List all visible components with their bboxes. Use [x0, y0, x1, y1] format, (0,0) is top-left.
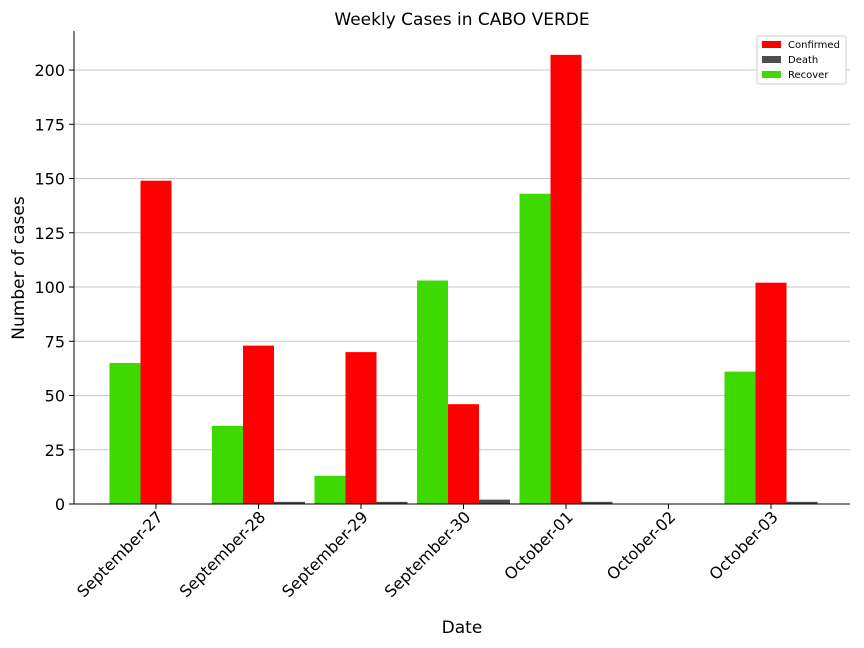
bar-confirmed — [243, 345, 274, 504]
x-axis-title: Date — [442, 618, 483, 638]
x-tick-label: October-02 — [603, 507, 679, 583]
bar-confirmed — [345, 352, 377, 504]
y-tick-label: 125 — [34, 224, 65, 243]
grid-lines — [74, 69, 850, 451]
bars — [109, 54, 818, 505]
x-ticks: September-27 September-28 September-29 Sept… — [73, 504, 782, 601]
legend-label-death: Death — [788, 55, 818, 66]
bar-recover — [109, 362, 141, 504]
legend-swatch-recover — [762, 71, 781, 78]
bar-death — [479, 499, 510, 504]
bar-death — [786, 501, 818, 504]
y-ticks: 0 25 50 75 100 125 150 175 200 — [34, 61, 74, 514]
x-tick-label: October-01 — [500, 507, 576, 583]
y-tick-label: 100 — [34, 278, 65, 297]
bar-recover — [519, 193, 551, 504]
bar-death — [376, 501, 408, 504]
chart-title: Weekly Cases in CABO VERDE — [334, 10, 589, 30]
x-tick-label: October-03 — [705, 507, 781, 583]
bar-confirmed — [755, 282, 787, 504]
bar-recover — [417, 280, 448, 504]
legend-swatch-confirmed — [762, 41, 781, 48]
x-tick-label: September-27 — [73, 507, 167, 601]
legend: Confirmed Death Recover — [756, 35, 847, 85]
bar-recover — [314, 475, 346, 504]
bar-confirmed — [550, 54, 582, 504]
y-tick-label: 0 — [55, 495, 65, 514]
bar-recover — [212, 425, 243, 504]
x-tick-label: September-29 — [278, 507, 372, 601]
y-tick-label: 200 — [34, 61, 65, 80]
bar-recover — [724, 371, 756, 504]
x-tick-label: September-30 — [381, 507, 475, 601]
legend-swatch-death — [762, 56, 781, 63]
axes — [73, 31, 850, 505]
y-axis-title: Number of cases — [9, 196, 29, 340]
y-tick-label: 150 — [34, 170, 65, 189]
y-tick-label: 175 — [34, 115, 65, 134]
bar-death — [274, 501, 305, 504]
legend-label-confirmed: Confirmed — [788, 40, 840, 51]
bar-confirmed — [448, 404, 479, 504]
legend-label-recover: Recover — [788, 70, 829, 81]
bar-confirmed — [140, 180, 172, 505]
y-tick-label: 25 — [45, 441, 65, 460]
y-tick-label: 50 — [45, 387, 65, 406]
x-tick-label: September-28 — [176, 507, 270, 601]
y-tick-label: 75 — [45, 332, 65, 351]
bar-death — [581, 501, 613, 504]
